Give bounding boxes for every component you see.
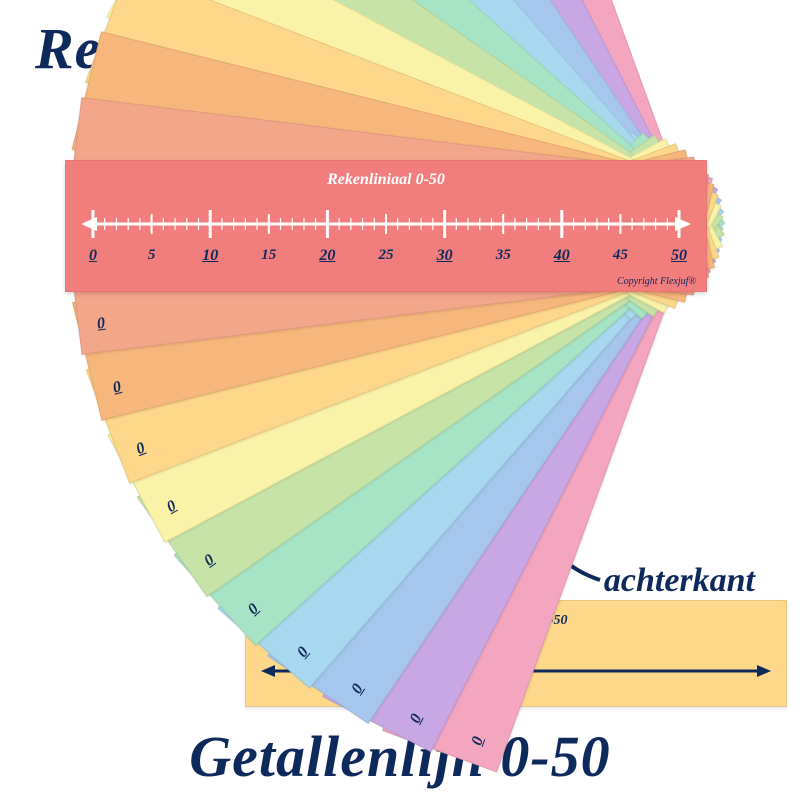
ruler-front-number: 20 — [319, 247, 335, 265]
ruler-front: Rekenliniaal 0-50 0 5 10 15 20 25 30 35 40 45 50 C… — [65, 160, 707, 292]
ruler-front-number: 40 — [554, 247, 570, 265]
fan-ruler-zero: 0 — [96, 315, 106, 334]
fan-ruler-zero: 0 — [134, 439, 148, 459]
ruler-front-number: 45 — [613, 247, 628, 264]
label-back: achterkant — [604, 562, 755, 600]
ruler-front-numbers: 0 5 10 15 20 25 30 35 40 45 50 — [81, 247, 691, 277]
fan-ruler-zero: 0 — [201, 551, 218, 570]
fan-ruler-zero: 0 — [468, 734, 488, 748]
ruler-front-number: 0 — [89, 247, 97, 265]
ruler-front-number: 35 — [496, 247, 511, 264]
fan-ruler-zero: 0 — [348, 681, 367, 698]
fan-ruler-zero: 0 — [245, 600, 263, 619]
ruler-front-number: 10 — [202, 247, 218, 265]
ruler-front-number: 50 — [671, 247, 687, 265]
fan-ruler-zero: 0 — [164, 497, 180, 517]
ruler-front-numberline — [81, 199, 691, 249]
ruler-front-copyright: Copyright Flexjuf® — [617, 276, 696, 287]
fan-ruler-zero: 0 — [294, 644, 313, 662]
fan-ruler-zero: 0 — [111, 378, 123, 397]
ruler-front-number: 25 — [379, 247, 394, 264]
ruler-front-number: 5 — [148, 247, 156, 264]
ruler-front-number: 15 — [261, 247, 276, 264]
fan-ruler-zero: 0 — [407, 711, 427, 726]
ruler-front-caption: Rekenliniaal 0-50 — [66, 171, 706, 189]
ruler-front-number: 30 — [437, 247, 453, 265]
